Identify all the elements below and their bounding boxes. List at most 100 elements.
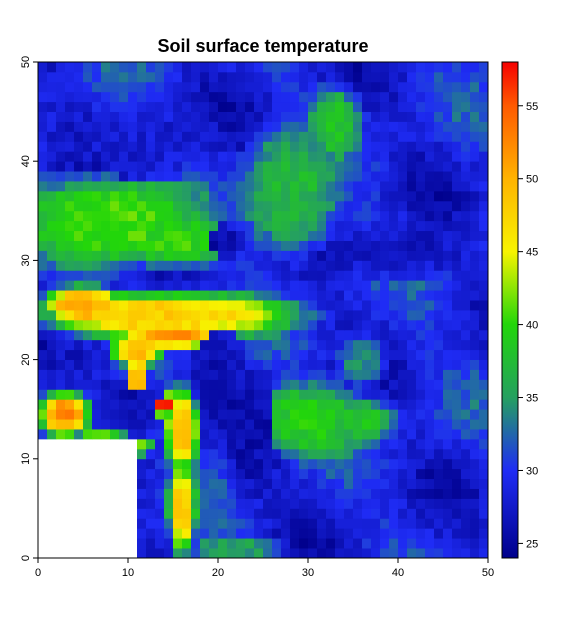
heatmap-cell: [272, 458, 282, 470]
heatmap-cell: [371, 369, 381, 380]
heatmap-cell: [317, 468, 327, 480]
heatmap-cell: [245, 538, 255, 549]
heatmap-cell: [119, 220, 129, 232]
heatmap-cell: [236, 329, 246, 341]
heatmap-cell: [164, 478, 174, 489]
heatmap-cell: [101, 190, 111, 202]
heatmap-cell: [281, 230, 291, 241]
heatmap-cell: [119, 71, 129, 83]
heatmap-cell: [263, 478, 273, 489]
heatmap-cell: [281, 409, 291, 420]
heatmap-cell: [101, 300, 111, 311]
heatmap-cell: [434, 270, 444, 281]
heatmap-cell: [236, 141, 246, 152]
heatmap-cell: [335, 280, 345, 291]
heatmap-cell: [263, 409, 273, 420]
heatmap-cell: [353, 310, 363, 321]
heatmap-cell: [407, 359, 417, 370]
heatmap-cell: [299, 190, 309, 202]
heatmap-cell: [137, 339, 147, 351]
heatmap-cell: [47, 389, 57, 400]
heatmap-cell: [227, 151, 237, 162]
heatmap-cell: [344, 359, 354, 370]
heatmap-cell: [389, 349, 399, 360]
heatmap-cell: [191, 181, 201, 192]
heatmap-cell: [281, 260, 291, 271]
heatmap-cell: [443, 220, 453, 232]
heatmap-cell: [362, 290, 372, 301]
heatmap-cell: [290, 548, 300, 558]
heatmap-cell: [209, 240, 219, 251]
heatmap-cell: [290, 508, 300, 519]
heatmap-cell: [452, 339, 462, 351]
heatmap-cell: [218, 131, 228, 142]
heatmap-cell: [461, 429, 471, 440]
heatmap-cell: [74, 161, 84, 172]
heatmap-cell: [83, 161, 93, 172]
heatmap-cell: [389, 399, 399, 410]
heatmap-cell: [218, 181, 228, 192]
heatmap-cell: [425, 240, 435, 251]
heatmap-cell: [398, 389, 408, 400]
heatmap-cell: [389, 478, 399, 489]
heatmap-cell: [227, 329, 237, 341]
heatmap-cell: [308, 290, 318, 301]
heatmap-cell: [308, 319, 318, 331]
heatmap-cell: [182, 389, 192, 400]
heatmap-cell: [308, 538, 318, 549]
heatmap-cell: [326, 498, 336, 509]
heatmap-cell: [308, 81, 318, 93]
heatmap-cell: [470, 548, 480, 558]
heatmap-cell: [83, 399, 93, 410]
heatmap-cell: [353, 250, 363, 261]
heatmap-cell: [254, 548, 264, 558]
heatmap-cell: [470, 409, 480, 420]
heatmap-cell: [371, 538, 381, 549]
heatmap-cell: [479, 111, 488, 122]
y-tick-label: 0: [20, 555, 32, 561]
heatmap-cell: [443, 498, 453, 509]
heatmap-cell: [119, 121, 129, 132]
heatmap-cell: [209, 220, 219, 232]
heatmap-cell: [254, 419, 264, 430]
heatmap-cell: [380, 508, 390, 519]
heatmap-cell: [182, 438, 192, 450]
heatmap-cell: [101, 419, 111, 430]
heatmap-cell: [272, 280, 282, 291]
heatmap-cell: [110, 270, 120, 281]
heatmap-cell: [335, 409, 345, 420]
heatmap-cell: [479, 290, 488, 301]
heatmap-cell: [119, 111, 129, 122]
heatmap-cell: [299, 62, 309, 73]
heatmap-cell: [182, 91, 192, 103]
heatmap-cell: [209, 319, 219, 331]
heatmap-cell: [398, 121, 408, 132]
heatmap-cell: [479, 171, 488, 182]
heatmap-cell: [146, 81, 156, 93]
heatmap-cell: [461, 290, 471, 301]
heatmap-cell: [389, 329, 399, 341]
heatmap-cell: [47, 81, 57, 93]
heatmap-cell: [416, 508, 426, 519]
heatmap-cell: [308, 131, 318, 142]
heatmap-cell: [434, 200, 444, 212]
heatmap-cell: [461, 240, 471, 251]
heatmap-cell: [443, 359, 453, 370]
heatmap-cell: [416, 280, 426, 291]
heatmap-cell: [236, 468, 246, 480]
heatmap-cell: [128, 141, 138, 152]
heatmap-cell: [308, 399, 318, 410]
heatmap-cell: [47, 131, 57, 142]
heatmap-cell: [74, 131, 84, 142]
heatmap-cell: [191, 300, 201, 311]
heatmap-cell: [155, 71, 165, 83]
heatmap-cell: [272, 131, 282, 142]
heatmap-cell: [389, 270, 399, 281]
heatmap-cell: [317, 369, 327, 380]
heatmap-cell: [254, 220, 264, 232]
heatmap-cell: [362, 62, 372, 73]
heatmap-cell: [317, 399, 327, 410]
heatmap-cell: [353, 508, 363, 519]
heatmap-cell: [398, 419, 408, 430]
heatmap-cell: [470, 181, 480, 192]
